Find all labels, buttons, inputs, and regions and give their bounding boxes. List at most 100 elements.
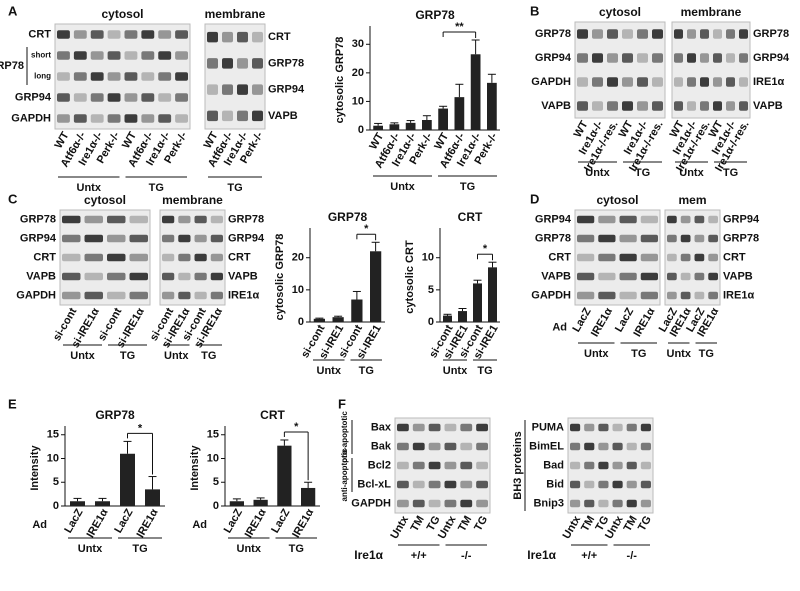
bar <box>145 489 160 506</box>
blot-band <box>726 101 735 111</box>
blot-band <box>397 442 409 451</box>
blot-band <box>175 30 188 39</box>
blot-band <box>700 29 709 39</box>
group-label: TG <box>699 348 714 360</box>
blot-band <box>598 291 616 300</box>
blot-band <box>570 499 581 508</box>
blot-band <box>637 53 648 63</box>
blot-band <box>570 480 581 489</box>
column-label: IRE1α <box>589 306 615 339</box>
group-label: TG <box>201 350 216 362</box>
blot-band <box>412 461 425 470</box>
blot-band <box>607 53 618 63</box>
blot-band <box>640 215 658 224</box>
blot <box>394 417 491 514</box>
group-label: TG <box>149 182 164 194</box>
blot-band <box>694 253 705 262</box>
row-label: CRT <box>548 251 571 263</box>
blot-band <box>570 442 581 451</box>
blot <box>671 21 751 119</box>
blot-band <box>726 53 735 63</box>
blot-band <box>598 480 609 489</box>
row-label: GRP78 <box>20 213 56 225</box>
blot-band <box>708 291 718 300</box>
blot-band <box>397 461 409 470</box>
blot-band <box>739 101 748 111</box>
row-label: GAPDH <box>531 289 571 301</box>
blot-band <box>592 101 603 111</box>
blot-band <box>637 101 648 111</box>
blot-band <box>237 110 248 122</box>
bar <box>332 317 344 322</box>
blot-title: mem <box>678 193 706 207</box>
x-tick-label: LacZ <box>62 507 85 535</box>
bar <box>373 125 383 130</box>
blot-band <box>252 84 263 95</box>
row-label: GAPDH <box>351 497 391 509</box>
group-label: Untx <box>317 365 342 377</box>
chart-title: GRP78 <box>415 8 455 22</box>
blot-band <box>667 253 677 262</box>
panel-letter: E <box>8 396 17 411</box>
blot-band <box>444 423 457 432</box>
bar <box>351 299 363 322</box>
column-label: TM <box>456 514 474 534</box>
blot-band <box>713 77 722 87</box>
blot-band <box>694 215 705 224</box>
blot-band <box>237 31 248 43</box>
blot-band <box>62 272 81 281</box>
blot-band <box>412 499 425 508</box>
row-label: CRT <box>28 28 51 40</box>
blot-band <box>57 72 70 81</box>
blot-band <box>460 442 473 451</box>
row-label: short <box>31 51 51 60</box>
blot-band <box>612 442 623 451</box>
column-label: TG <box>636 514 654 533</box>
blot-band <box>584 480 595 489</box>
bar <box>488 267 497 322</box>
sig-label: * <box>294 421 299 433</box>
blot-band <box>428 423 441 432</box>
blot-band <box>210 291 223 300</box>
blot-band <box>612 499 623 508</box>
y-tick-label: 30 <box>352 38 364 50</box>
blot-band <box>726 77 735 87</box>
blot <box>567 417 654 514</box>
blot-band <box>652 77 663 87</box>
row-label: CRT <box>228 251 251 263</box>
blot-band <box>607 77 618 87</box>
group-label: TG <box>227 182 242 194</box>
blot-band <box>124 72 138 81</box>
bar <box>470 54 481 130</box>
row-label: GRP94 <box>753 52 790 64</box>
blot-band <box>476 461 488 470</box>
y-tick-label: 20 <box>292 252 304 264</box>
bar <box>458 311 467 322</box>
blot-band <box>162 253 175 262</box>
group-label: TG <box>635 167 650 179</box>
blot-band <box>222 31 233 43</box>
bar <box>120 453 135 506</box>
row-label: Bax <box>371 421 392 433</box>
blot-band <box>680 234 691 243</box>
blot-band <box>207 58 218 69</box>
blot-band <box>667 291 677 300</box>
y-tick-label: 0 <box>428 316 434 328</box>
row-label: IRE1α <box>753 76 784 88</box>
blot-band <box>476 423 488 432</box>
blot-band <box>124 51 138 60</box>
group-label: TG <box>132 543 147 555</box>
blot-band <box>210 234 223 243</box>
row-label: GAPDH <box>531 76 571 88</box>
blot-band <box>598 442 609 451</box>
blot-band <box>444 461 457 470</box>
blot-band <box>73 30 87 39</box>
y-tick-label: 15 <box>207 429 219 441</box>
blot-band <box>577 253 595 262</box>
blot-band <box>210 272 223 281</box>
x-tick-label: LacZ <box>222 507 245 535</box>
row-label: VAPB <box>541 270 571 282</box>
blot-band <box>207 31 218 43</box>
blot-band <box>584 461 595 470</box>
blot-band <box>237 58 248 69</box>
